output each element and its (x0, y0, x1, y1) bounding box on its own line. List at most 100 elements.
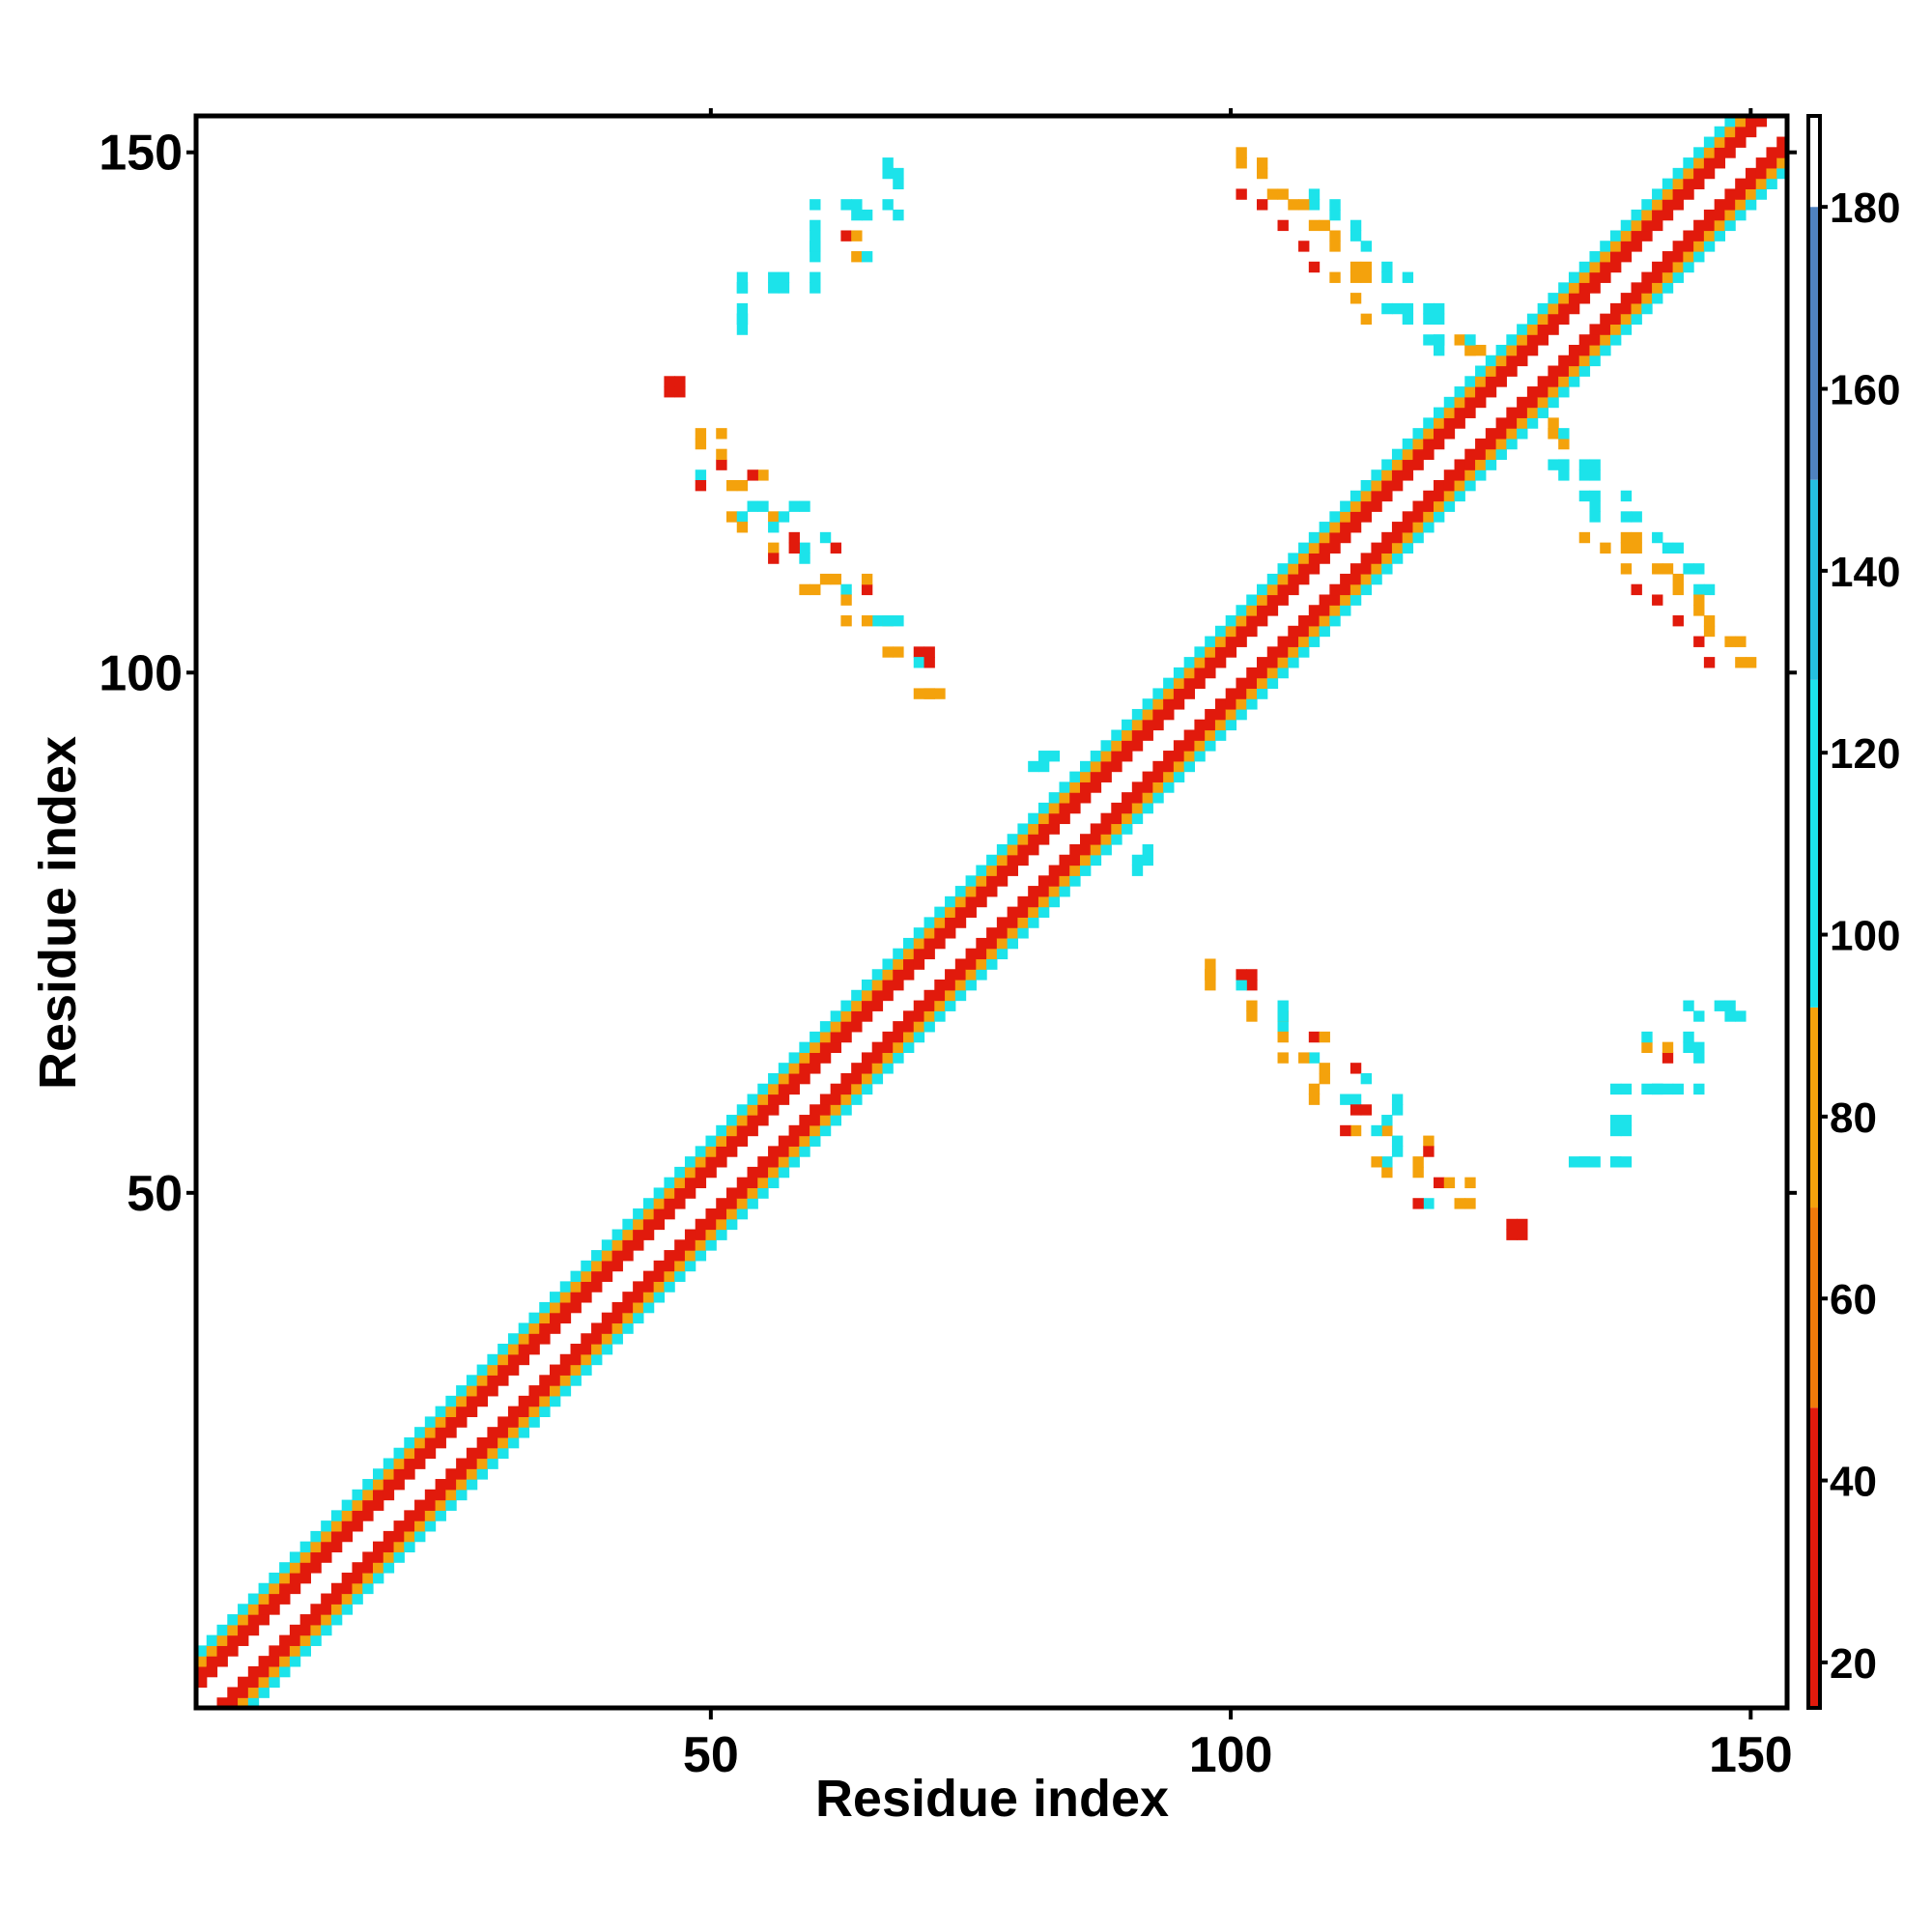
heatmap-cell (1589, 500, 1601, 512)
heatmap-cell (1620, 1115, 1633, 1126)
heatmap-cell (954, 886, 967, 897)
heatmap-cell (1423, 490, 1435, 502)
heatmap-cell (518, 1353, 530, 1366)
heatmap-cell (1090, 843, 1102, 856)
heatmap-cell (903, 948, 915, 960)
heatmap-cell (1526, 344, 1539, 356)
heatmap-cell (1610, 241, 1622, 252)
heatmap-cell (330, 1604, 343, 1615)
heatmap-cell (1766, 167, 1777, 180)
heatmap-cell (1381, 479, 1393, 492)
heatmap-cell (923, 917, 935, 928)
heatmap-cell (1714, 136, 1726, 148)
heatmap-cell (1610, 313, 1622, 326)
heatmap-cell (674, 1166, 686, 1179)
heatmap-cell (861, 1010, 873, 1022)
heatmap-cell (1298, 625, 1310, 638)
heatmap-cell (1714, 1000, 1726, 1011)
heatmap-cell (1755, 167, 1768, 180)
heatmap-cell (1683, 167, 1694, 180)
heatmap-cell (1714, 199, 1726, 211)
heatmap-cell (518, 1416, 530, 1428)
heatmap-cell (1028, 812, 1039, 825)
heatmap-cell (559, 1281, 572, 1293)
heatmap-cell (1257, 657, 1268, 668)
heatmap-cell (716, 1135, 727, 1147)
heatmap-cell (1194, 657, 1206, 668)
heatmap-cell (1298, 636, 1310, 647)
heatmap-cell (1517, 1229, 1528, 1240)
heatmap-cell (1402, 313, 1414, 326)
heatmap-cell (1225, 698, 1237, 710)
heatmap-cell (1194, 719, 1206, 731)
heatmap-cell (757, 1166, 769, 1179)
heatmap-cell (1662, 271, 1674, 283)
heatmap-cell (1683, 178, 1694, 189)
heatmap-cell (674, 1239, 686, 1251)
heatmap-cell (664, 1260, 675, 1272)
heatmap-cell (1173, 677, 1185, 690)
heatmap-cell (341, 1510, 354, 1521)
heatmap-cell (913, 1031, 925, 1043)
heatmap-cell (1059, 865, 1070, 876)
heatmap-cell (882, 1063, 894, 1074)
heatmap-cell (1434, 428, 1445, 440)
heatmap-cell (633, 1239, 644, 1251)
heatmap-cell (810, 271, 821, 283)
heatmap-cell (1122, 751, 1133, 762)
heatmap-cell (726, 1187, 738, 1199)
heatmap-cell (1537, 334, 1549, 346)
heatmap-cell (1443, 396, 1456, 409)
heatmap-cell (1683, 1031, 1694, 1043)
heatmap-cell (1672, 251, 1684, 263)
heatmap-cell (1069, 875, 1081, 887)
heatmap-cell (1672, 615, 1684, 627)
heatmap-cell (196, 1676, 208, 1689)
heatmap-cell (913, 958, 925, 970)
heatmap-cell (1641, 1041, 1653, 1054)
heatmap-cell (1703, 157, 1716, 169)
heatmap-cell (1506, 334, 1518, 346)
heatmap-cell (1173, 771, 1185, 782)
heatmap-cell (1288, 636, 1299, 647)
heatmap-cell (383, 1551, 395, 1563)
heatmap-cell (923, 688, 935, 699)
heatmap-cell (622, 1292, 634, 1303)
heatmap-cell (945, 1000, 956, 1011)
heatmap-cell (1683, 230, 1694, 242)
heatmap-cell (1610, 1083, 1622, 1095)
heatmap-cell (1340, 1124, 1351, 1137)
heatmap-cell (362, 1562, 374, 1574)
heatmap-cell (1600, 313, 1611, 326)
heatmap-cell (550, 1301, 561, 1314)
heatmap-cell (1308, 261, 1321, 273)
heatmap-cell (1641, 209, 1653, 221)
heatmap-cell (1693, 1041, 1705, 1054)
heatmap-cell (247, 1604, 260, 1615)
heatmap-cell (1257, 605, 1268, 616)
heatmap-cell (954, 980, 967, 991)
heatmap-cell (1308, 188, 1321, 200)
heatmap-cell (882, 1041, 894, 1054)
heatmap-cell (269, 1656, 280, 1667)
heatmap-cell (1600, 271, 1611, 283)
heatmap-cell (1266, 573, 1279, 585)
heatmap-cell (550, 1364, 561, 1376)
heatmap-cell (674, 1198, 686, 1209)
heatmap-cell (393, 1541, 405, 1553)
heatmap-cell (1620, 511, 1633, 523)
heatmap-cell (1485, 448, 1497, 461)
heatmap-cell (923, 646, 935, 658)
heatmap-cell (871, 1072, 884, 1085)
heatmap-cell (352, 1582, 363, 1595)
heatmap-cell (1037, 895, 1050, 908)
heatmap-cell (1391, 448, 1404, 461)
heatmap-cell (1735, 178, 1747, 189)
heatmap-cell (882, 615, 894, 627)
heatmap-cell (1266, 583, 1279, 596)
heatmap-cell (1662, 251, 1674, 263)
heatmap-cell (1434, 334, 1445, 346)
heatmap-cell (393, 1468, 405, 1480)
heatmap-cell (507, 1344, 520, 1355)
heatmap-cell (507, 1364, 520, 1376)
